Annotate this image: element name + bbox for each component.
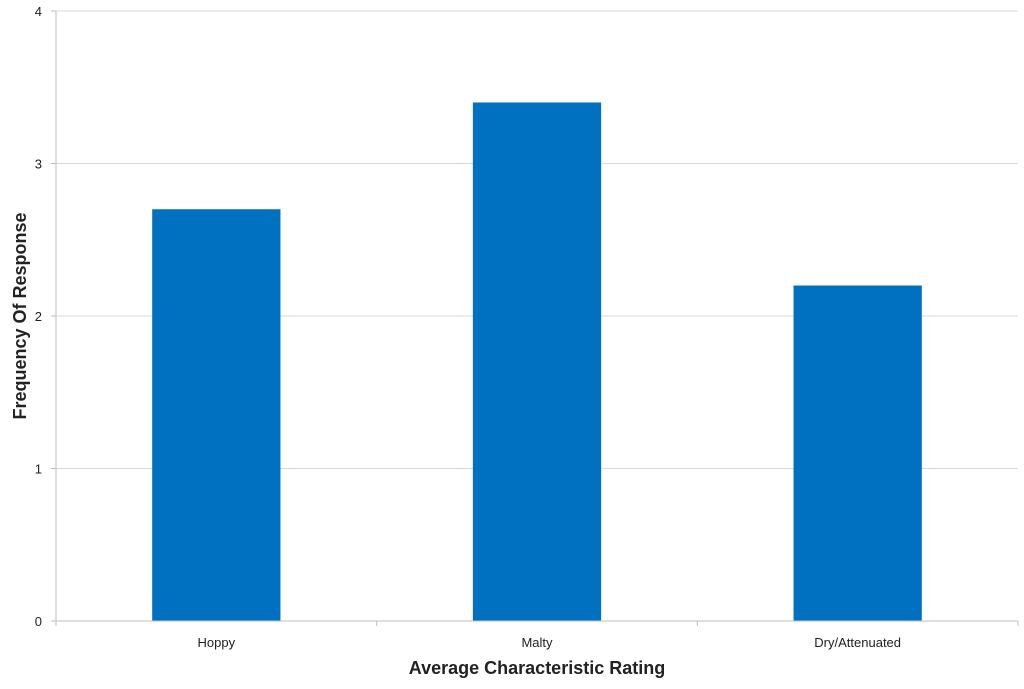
y-tick-label: 0 (35, 614, 42, 629)
y-axis-tick-labels: 0 1 2 3 4 (35, 4, 42, 629)
x-tick-label: Malty (521, 635, 553, 650)
y-axis-title: Frequency Of Response (10, 212, 30, 419)
axes (51, 10, 1019, 626)
bars (152, 102, 922, 621)
y-tick-label: 2 (35, 309, 42, 324)
bar-malty (472, 102, 602, 621)
bar-hoppy (152, 209, 281, 621)
y-tick-label: 3 (35, 157, 42, 172)
x-axis-title: Average Characteristic Rating (409, 658, 665, 678)
x-tick-label: Dry/Attenuated (814, 635, 901, 650)
x-tick-label: Hoppy (198, 635, 236, 650)
x-axis-tick-labels: Hoppy Malty Dry/Attenuated (198, 635, 901, 650)
bar-dry-attenuated (793, 285, 922, 621)
y-tick-label: 1 (35, 462, 42, 477)
y-tick-label: 4 (35, 4, 42, 19)
